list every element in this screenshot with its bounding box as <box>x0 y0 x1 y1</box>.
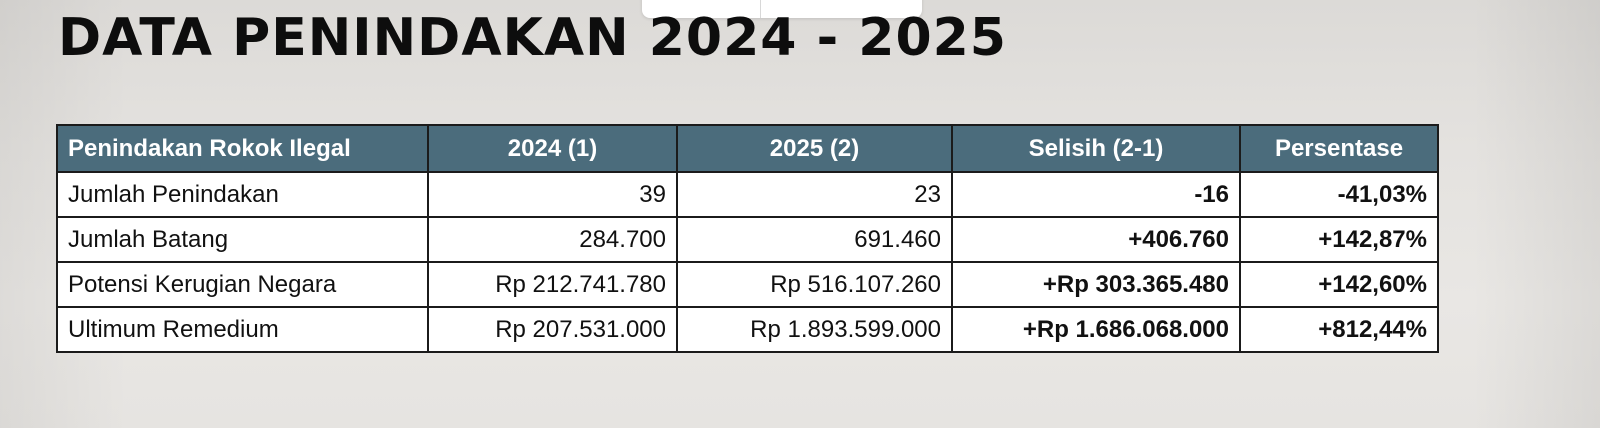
value-2025: Rp 516.107.260 <box>676 261 953 308</box>
toolbar-divider <box>760 0 761 18</box>
table-row: Jumlah Penindakan 39 23 -16 -41,03% <box>56 171 1439 218</box>
column-header-2024: 2024 (1) <box>427 124 678 173</box>
value-selisih: +Rp 1.686.068.000 <box>951 306 1241 353</box>
value-selisih: +406.760 <box>951 216 1241 263</box>
value-persentase: +812,44% <box>1239 306 1439 353</box>
table-row: Potensi Kerugian Negara Rp 212.741.780 R… <box>56 261 1439 308</box>
row-label: Jumlah Penindakan <box>56 171 429 218</box>
row-label: Ultimum Remedium <box>56 306 429 353</box>
table-row: Ultimum Remedium Rp 207.531.000 Rp 1.893… <box>56 306 1439 353</box>
value-persentase: -41,03% <box>1239 171 1439 218</box>
table-header-row: Penindakan Rokok Ilegal 2024 (1) 2025 (2… <box>56 124 1439 173</box>
value-2024: Rp 207.531.000 <box>427 306 678 353</box>
value-persentase: +142,60% <box>1239 261 1439 308</box>
column-header-selisih: Selisih (2-1) <box>951 124 1241 173</box>
row-label: Jumlah Batang <box>56 216 429 263</box>
value-2024: 39 <box>427 171 678 218</box>
penindakan-table: Penindakan Rokok Ilegal 2024 (1) 2025 (2… <box>56 124 1439 353</box>
value-2024: 284.700 <box>427 216 678 263</box>
column-header-persentase: Persentase <box>1239 124 1439 173</box>
row-label: Potensi Kerugian Negara <box>56 261 429 308</box>
value-selisih: +Rp 303.365.480 <box>951 261 1241 308</box>
value-2025: 691.460 <box>676 216 953 263</box>
overlay-toolbar[interactable] <box>642 0 922 18</box>
table-row: Jumlah Batang 284.700 691.460 +406.760 +… <box>56 216 1439 263</box>
value-2024: Rp 212.741.780 <box>427 261 678 308</box>
page-title: DATA PENINDAKAN 2024 - 2025 <box>58 8 1007 68</box>
column-header-2025: 2025 (2) <box>676 124 953 173</box>
value-2025: Rp 1.893.599.000 <box>676 306 953 353</box>
value-persentase: +142,87% <box>1239 216 1439 263</box>
value-2025: 23 <box>676 171 953 218</box>
value-selisih: -16 <box>951 171 1241 218</box>
column-header-category: Penindakan Rokok Ilegal <box>56 124 429 173</box>
